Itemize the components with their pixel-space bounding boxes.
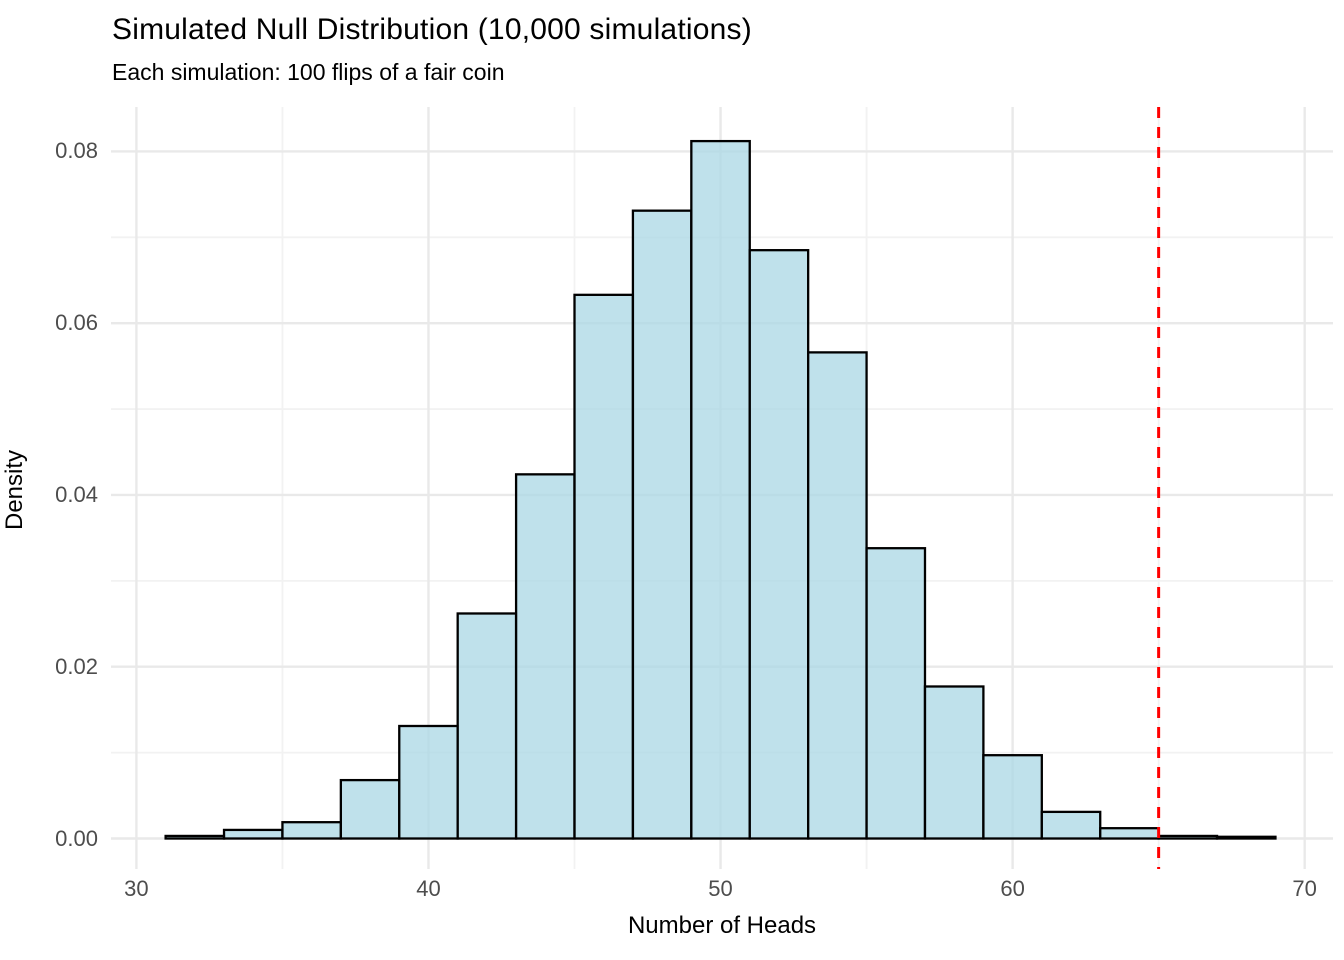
histogram-bar xyxy=(631,209,693,840)
histogram-bar xyxy=(982,754,1043,840)
plot-subtitle: Each simulation: 100 flips of a fair coi… xyxy=(112,59,505,85)
histogram-bar xyxy=(398,724,459,840)
histogram-bar xyxy=(1157,834,1219,840)
histogram-bar xyxy=(456,612,518,840)
histogram-bar xyxy=(690,139,751,840)
x-tick-label: 60 xyxy=(1000,876,1025,901)
histogram-bar xyxy=(281,821,343,840)
y-tick-label: 0.04 xyxy=(55,481,98,507)
histogram-bar xyxy=(1040,810,1102,840)
histogram-bar xyxy=(573,293,635,840)
plot-panel xyxy=(111,107,1333,869)
histogram-bar xyxy=(923,685,985,840)
y-tick-label: 0.06 xyxy=(55,310,98,336)
histogram-bar xyxy=(339,778,401,840)
y-axis-title: Density xyxy=(1,449,28,531)
x-axis-title: Number of Heads xyxy=(627,912,817,939)
histogram-bar xyxy=(1099,827,1160,840)
histogram-bar xyxy=(164,834,226,840)
histogram-bar xyxy=(1215,835,1277,840)
histogram-bar xyxy=(514,473,576,840)
histogram-bar xyxy=(807,351,868,840)
histogram-bar xyxy=(222,828,284,840)
x-tick-label: 50 xyxy=(708,876,733,901)
x-tick-label: 70 xyxy=(1292,876,1317,901)
y-tick-label: 0.08 xyxy=(55,138,98,164)
x-tick-label: 40 xyxy=(416,876,441,901)
histogram-bar xyxy=(748,249,810,840)
histogram-bar xyxy=(865,547,927,840)
plot-title: Simulated Null Distribution (10,000 simu… xyxy=(112,13,752,46)
y-tick-label: 0.02 xyxy=(55,653,98,679)
x-tick-label: 30 xyxy=(124,876,149,901)
y-tick-label: 0.00 xyxy=(55,825,98,851)
